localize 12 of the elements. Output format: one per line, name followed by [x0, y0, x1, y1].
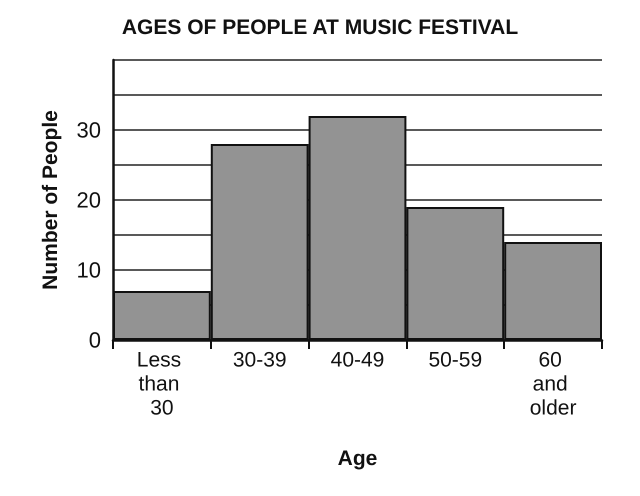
y-tick-label: 20	[76, 188, 101, 212]
y-tick-label: 10	[76, 258, 101, 282]
x-tick-label: 50-59	[428, 348, 482, 372]
y-axis-title: Number of People	[39, 110, 62, 290]
chart-title: AGES OF PEOPLE AT MUSIC FESTIVAL	[122, 16, 518, 39]
x-tick-label: 30-39	[232, 348, 287, 372]
x-axis-title: Age	[338, 447, 378, 470]
x-tick-label: Less than 30	[136, 348, 187, 420]
y-tick-label: 0	[88, 328, 101, 352]
x-tick-label: 60 and older	[530, 348, 576, 420]
x-tick-label: 40-49	[330, 348, 384, 372]
y-tick-label: 30	[76, 118, 101, 142]
